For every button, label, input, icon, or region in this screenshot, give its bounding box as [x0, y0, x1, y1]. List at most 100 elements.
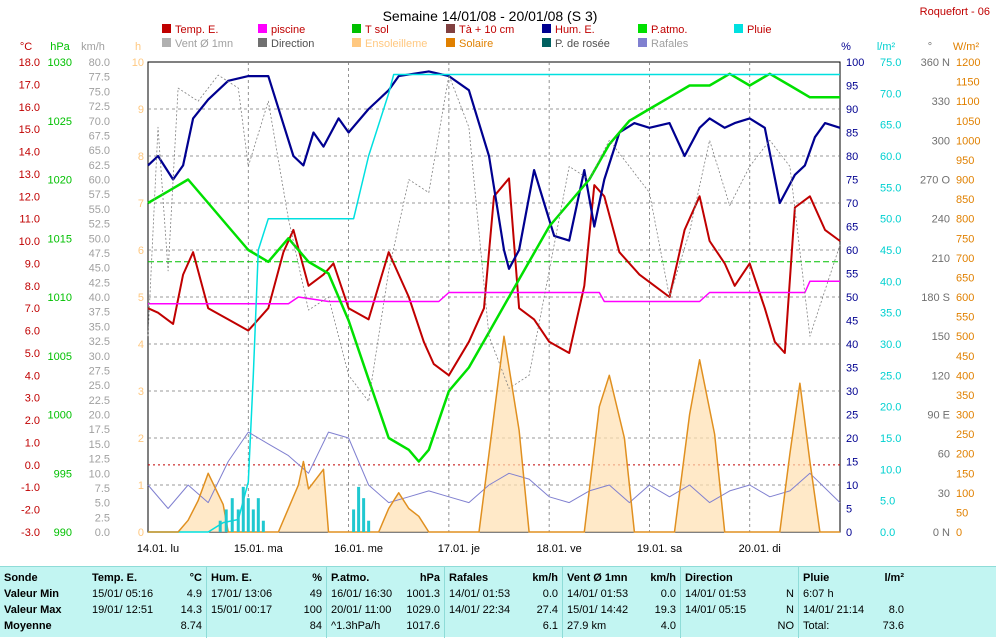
- pressure-axis-tick: 995: [54, 468, 72, 480]
- x-tick-label: 16.01. me: [334, 543, 383, 555]
- wind-axis-tick: 72.5: [89, 101, 110, 113]
- humidity-axis-tick: 15: [846, 457, 858, 469]
- legend-swatch: [258, 24, 267, 33]
- stats-cell: 20/01/ 11:00 1029.0: [331, 602, 440, 618]
- temp-axis-tick: 12.0: [19, 191, 40, 203]
- series-line-rafales: [147, 431, 841, 509]
- direction-axis-tick: 30: [938, 488, 950, 500]
- x-tick-label: 19.01. sa: [637, 543, 683, 555]
- series-line-p-atmo-: [147, 72, 840, 463]
- legend-label: piscine: [271, 24, 305, 36]
- sun-axis-tick: 7: [138, 198, 144, 210]
- stats-value: 73.6: [882, 620, 904, 632]
- legend-label: Rafales: [651, 38, 689, 50]
- humidity-axis-tick: 40: [846, 339, 858, 351]
- stats-cell: 27.9 km 4.0: [567, 618, 676, 634]
- pressure-axis-tick: 1015: [48, 233, 72, 245]
- wind-axis-tick: 77.5: [89, 72, 110, 84]
- legend-swatch: [162, 24, 171, 33]
- legend-label: Ensoleilleme: [365, 38, 427, 50]
- sun-axis-tick: 6: [138, 245, 144, 257]
- legend-label: Solaire: [459, 38, 493, 50]
- sun-axis-tick: 0: [138, 527, 144, 539]
- direction-axis-tick: 0 N: [933, 527, 950, 539]
- stats-time: 15/01/ 00:17: [211, 604, 273, 616]
- sun-axis-tick: 10: [132, 57, 144, 69]
- legend-swatch: [542, 38, 551, 47]
- legend-swatch: [638, 24, 647, 33]
- solar-axis-tick: 0: [956, 527, 962, 539]
- humidity-axis-tick: 0: [846, 527, 852, 539]
- sun-axis-tick: 2: [138, 433, 144, 445]
- temp-axis-tick: 4.0: [25, 370, 40, 382]
- stats-unit: l/m²: [884, 572, 904, 584]
- stats-cell: 84: [211, 618, 322, 634]
- stats-cell: NO: [685, 618, 795, 634]
- wind-axis-tick: 67.5: [89, 130, 110, 142]
- temp-axis-tick: 17.0: [19, 79, 40, 91]
- stats-value: 19.3: [654, 604, 676, 616]
- x-tick-label: 20.01. di: [739, 543, 781, 555]
- stats-cell: 6:07 h: [803, 586, 904, 602]
- stats-title: P.atmo.: [331, 572, 370, 584]
- stats-title: Temp. E.: [92, 572, 138, 584]
- legend-label: Temp. E.: [175, 24, 218, 36]
- series-line-piscine: [148, 280, 840, 305]
- humidity-axis-tick: 95: [846, 81, 858, 93]
- humidity-axis-tick: 45: [846, 316, 858, 328]
- wind-axis-tick: 70.0: [89, 116, 110, 128]
- humidity-axis-tick: 90: [846, 104, 858, 116]
- stats-value: 1017.6: [406, 620, 440, 632]
- rain-axis-tick: 55.0: [880, 182, 901, 194]
- wind-axis-tick: 17.5: [89, 424, 110, 436]
- sun-axis-tick: 8: [138, 151, 144, 163]
- humidity-axis-tick: 5: [846, 504, 852, 516]
- stats-value: 4.0: [660, 620, 676, 632]
- stats-value: N: [786, 588, 794, 600]
- wind-axis-tick: 65.0: [89, 145, 110, 157]
- wind-axis-tick: 50.0: [89, 233, 110, 245]
- temp-axis-tick: 5.0: [25, 348, 40, 360]
- direction-axis-tick: 150: [932, 331, 950, 343]
- wind-axis-tick: 5.0: [95, 498, 110, 510]
- rain-axis-tick: 25.0: [880, 370, 901, 382]
- stats-column-header: P.atmo. hPa: [331, 570, 440, 586]
- direction-axis-tick: 180 S: [921, 292, 950, 304]
- temp-axis-tick: 2.0: [25, 415, 40, 427]
- stats-column-header: Hum. E.%: [211, 570, 322, 586]
- rain-axis-tick: 35.0: [880, 308, 901, 320]
- stats-value: 49: [309, 588, 322, 600]
- temp-axis-tick: 9.0: [25, 258, 40, 270]
- wind-axis-tick: 22.5: [89, 395, 110, 407]
- stats-time: 14/01/ 01:53: [567, 588, 629, 600]
- stats-cell: 15/01/ 00:17 100: [211, 602, 322, 618]
- solar-axis-unit: W/m²: [953, 41, 980, 53]
- solar-axis-tick: 50: [956, 507, 968, 519]
- wind-axis-tick: 55.0: [89, 204, 110, 216]
- chart-title: Semaine 14/01/08 - 20/01/08 (S 3): [383, 8, 598, 24]
- humidity-axis-tick: 60: [846, 245, 858, 257]
- wind-axis-tick: 47.5: [89, 248, 110, 260]
- temp-axis-tick: 0.0: [25, 460, 40, 472]
- legend-label: Hum. E.: [555, 24, 595, 36]
- rain-bar: [230, 498, 234, 532]
- series-line-temp-e-: [147, 177, 841, 377]
- direction-axis-tick: 210: [932, 253, 950, 265]
- solar-axis-tick: 900: [956, 175, 974, 187]
- label-sonde: Sonde: [4, 572, 38, 584]
- stats-time: 6:07 h: [803, 588, 834, 600]
- humidity-axis-tick: 20: [846, 433, 858, 445]
- rain-axis-tick: 20.0: [880, 402, 901, 414]
- stats-title: Direction: [685, 572, 733, 584]
- wind-axis-tick: 20.0: [89, 410, 110, 422]
- rain-axis-tick: 60.0: [880, 151, 901, 163]
- temp-axis-tick: 13.0: [19, 169, 40, 181]
- stats-value: 8.0: [888, 604, 904, 616]
- solar-axis-tick: 150: [956, 468, 974, 480]
- chart-legend: Temp. E. piscine T sol Tà + 10 cm Hum. E. P.a…: [162, 24, 771, 50]
- rain-axis-tick: 5.0: [880, 496, 895, 508]
- humidity-axis-tick: 75: [846, 175, 858, 187]
- solar-axis-tick: 450: [956, 351, 974, 363]
- stats-value: N: [786, 604, 794, 616]
- wind-axis-tick: 30.0: [89, 351, 110, 363]
